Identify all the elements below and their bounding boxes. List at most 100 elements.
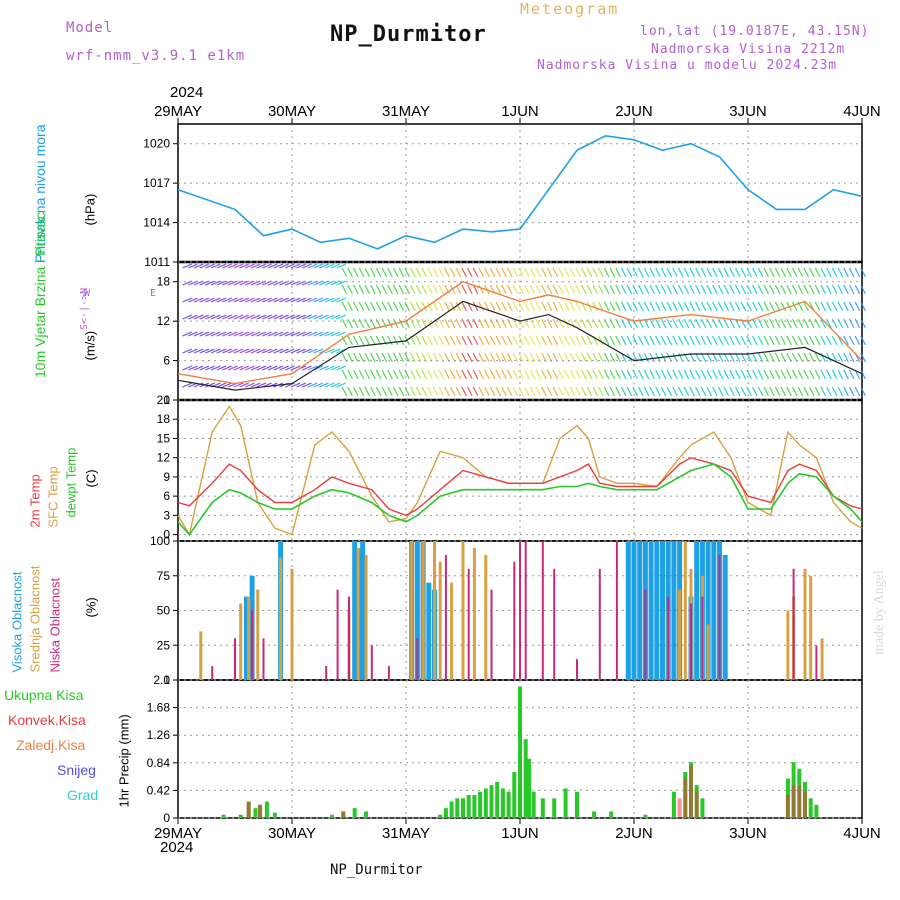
wind-barb <box>763 335 770 346</box>
wind-barb <box>347 352 353 363</box>
wind-barb <box>302 331 312 337</box>
wind-barb <box>273 348 284 354</box>
wind-barb <box>695 369 701 380</box>
wind-barb <box>666 284 673 295</box>
wind-barb <box>256 348 267 354</box>
wind-barb <box>769 267 775 278</box>
wind-barb <box>307 280 318 286</box>
panel-frame-2 <box>177 399 863 542</box>
wind-barb <box>432 369 439 380</box>
wind-barb <box>774 284 781 295</box>
wind-barb <box>809 369 815 380</box>
wind-barb <box>495 352 502 363</box>
cloud-bar-low <box>234 638 236 680</box>
wind-barb <box>615 318 621 329</box>
wind-barb <box>296 314 307 320</box>
wind-barb <box>558 301 564 312</box>
wind-barb <box>626 386 633 397</box>
wind-barb <box>706 301 713 312</box>
wind-barb <box>188 280 198 286</box>
wind-barb <box>182 348 193 354</box>
wind-barb <box>239 331 250 337</box>
wind-barb <box>336 365 346 371</box>
wind-barb <box>848 267 855 278</box>
wind-barb <box>655 284 661 295</box>
wind-barb <box>216 382 227 388</box>
wind-barb <box>740 386 747 397</box>
cloud-bar-low <box>690 603 692 680</box>
wind-barb <box>381 284 388 295</box>
wind-barb <box>734 386 741 397</box>
wind-barb <box>484 335 490 346</box>
wind-barb <box>438 267 445 278</box>
wind-barb <box>427 267 433 278</box>
wind-barb <box>563 386 570 397</box>
date-tick-top: 2JUN <box>615 103 653 120</box>
wind-barb <box>712 335 718 346</box>
precip-total-bar <box>221 814 226 818</box>
wind-barb <box>803 335 809 346</box>
wind-barb <box>649 318 656 329</box>
wind-barb <box>660 318 667 329</box>
wind-barb <box>575 284 581 295</box>
wind-barb <box>489 318 496 329</box>
precip-conv-bar <box>258 804 263 818</box>
wind-barb <box>302 280 312 286</box>
wind-barb <box>848 301 855 312</box>
wind-barb <box>205 297 215 303</box>
cloud-bar-low <box>541 541 544 680</box>
wind-barb <box>267 348 278 354</box>
y-tick-label: 25 <box>157 638 171 652</box>
wind-barb <box>769 301 775 312</box>
wind-barb <box>541 335 547 346</box>
wind-barb <box>826 301 832 312</box>
wind-barb <box>307 331 318 337</box>
wind-barb <box>860 386 866 397</box>
wind-barb <box>700 386 707 397</box>
wind-barb <box>387 267 393 278</box>
wind-barb <box>370 318 376 329</box>
wind-barb <box>814 284 821 295</box>
wind-barb <box>592 352 599 363</box>
wind-barb <box>672 369 678 380</box>
wind-barb <box>752 335 758 346</box>
wind-barb <box>524 335 530 346</box>
wind-barb <box>250 297 261 303</box>
precip-conv-bar <box>677 798 682 818</box>
wind-barb <box>729 267 735 278</box>
wind-barb <box>558 335 564 346</box>
wind-barb <box>649 369 656 380</box>
wind-barb <box>809 335 815 346</box>
wind-barb <box>643 284 650 295</box>
wind-barb <box>364 369 371 380</box>
precip-total-bar <box>238 814 243 818</box>
wind-barb <box>330 331 341 337</box>
wind-barb <box>455 352 462 363</box>
wind-barb <box>609 386 616 397</box>
wind-barb <box>683 284 690 295</box>
wind-barb <box>512 369 519 380</box>
date-tick-bottom: 4JUN <box>843 825 881 842</box>
panel-frame-0 <box>177 123 863 263</box>
dewpt-line <box>177 463 863 536</box>
wind-barb <box>729 318 735 329</box>
wind-barb <box>592 284 599 295</box>
wind-barb <box>370 369 376 380</box>
wind-barb <box>267 365 278 371</box>
wind-barb <box>506 301 513 312</box>
cloud-bar-low <box>667 596 670 680</box>
wind-barb <box>375 267 382 278</box>
wind-barb <box>563 369 570 380</box>
y-tick-label: 0 <box>163 393 170 407</box>
wind-barb <box>820 318 827 329</box>
cloud-bar-high <box>722 554 728 680</box>
cloud-bar-high <box>625 541 631 680</box>
date-tick-top: 1JUN <box>501 103 539 120</box>
wind-barb <box>233 297 244 303</box>
y-tick-label: 0.42 <box>147 783 171 797</box>
wind-barb <box>472 267 479 278</box>
wind-barb <box>262 297 272 303</box>
wind-barb <box>717 335 724 346</box>
wind-barb <box>609 369 616 380</box>
wind-barb <box>290 263 301 269</box>
